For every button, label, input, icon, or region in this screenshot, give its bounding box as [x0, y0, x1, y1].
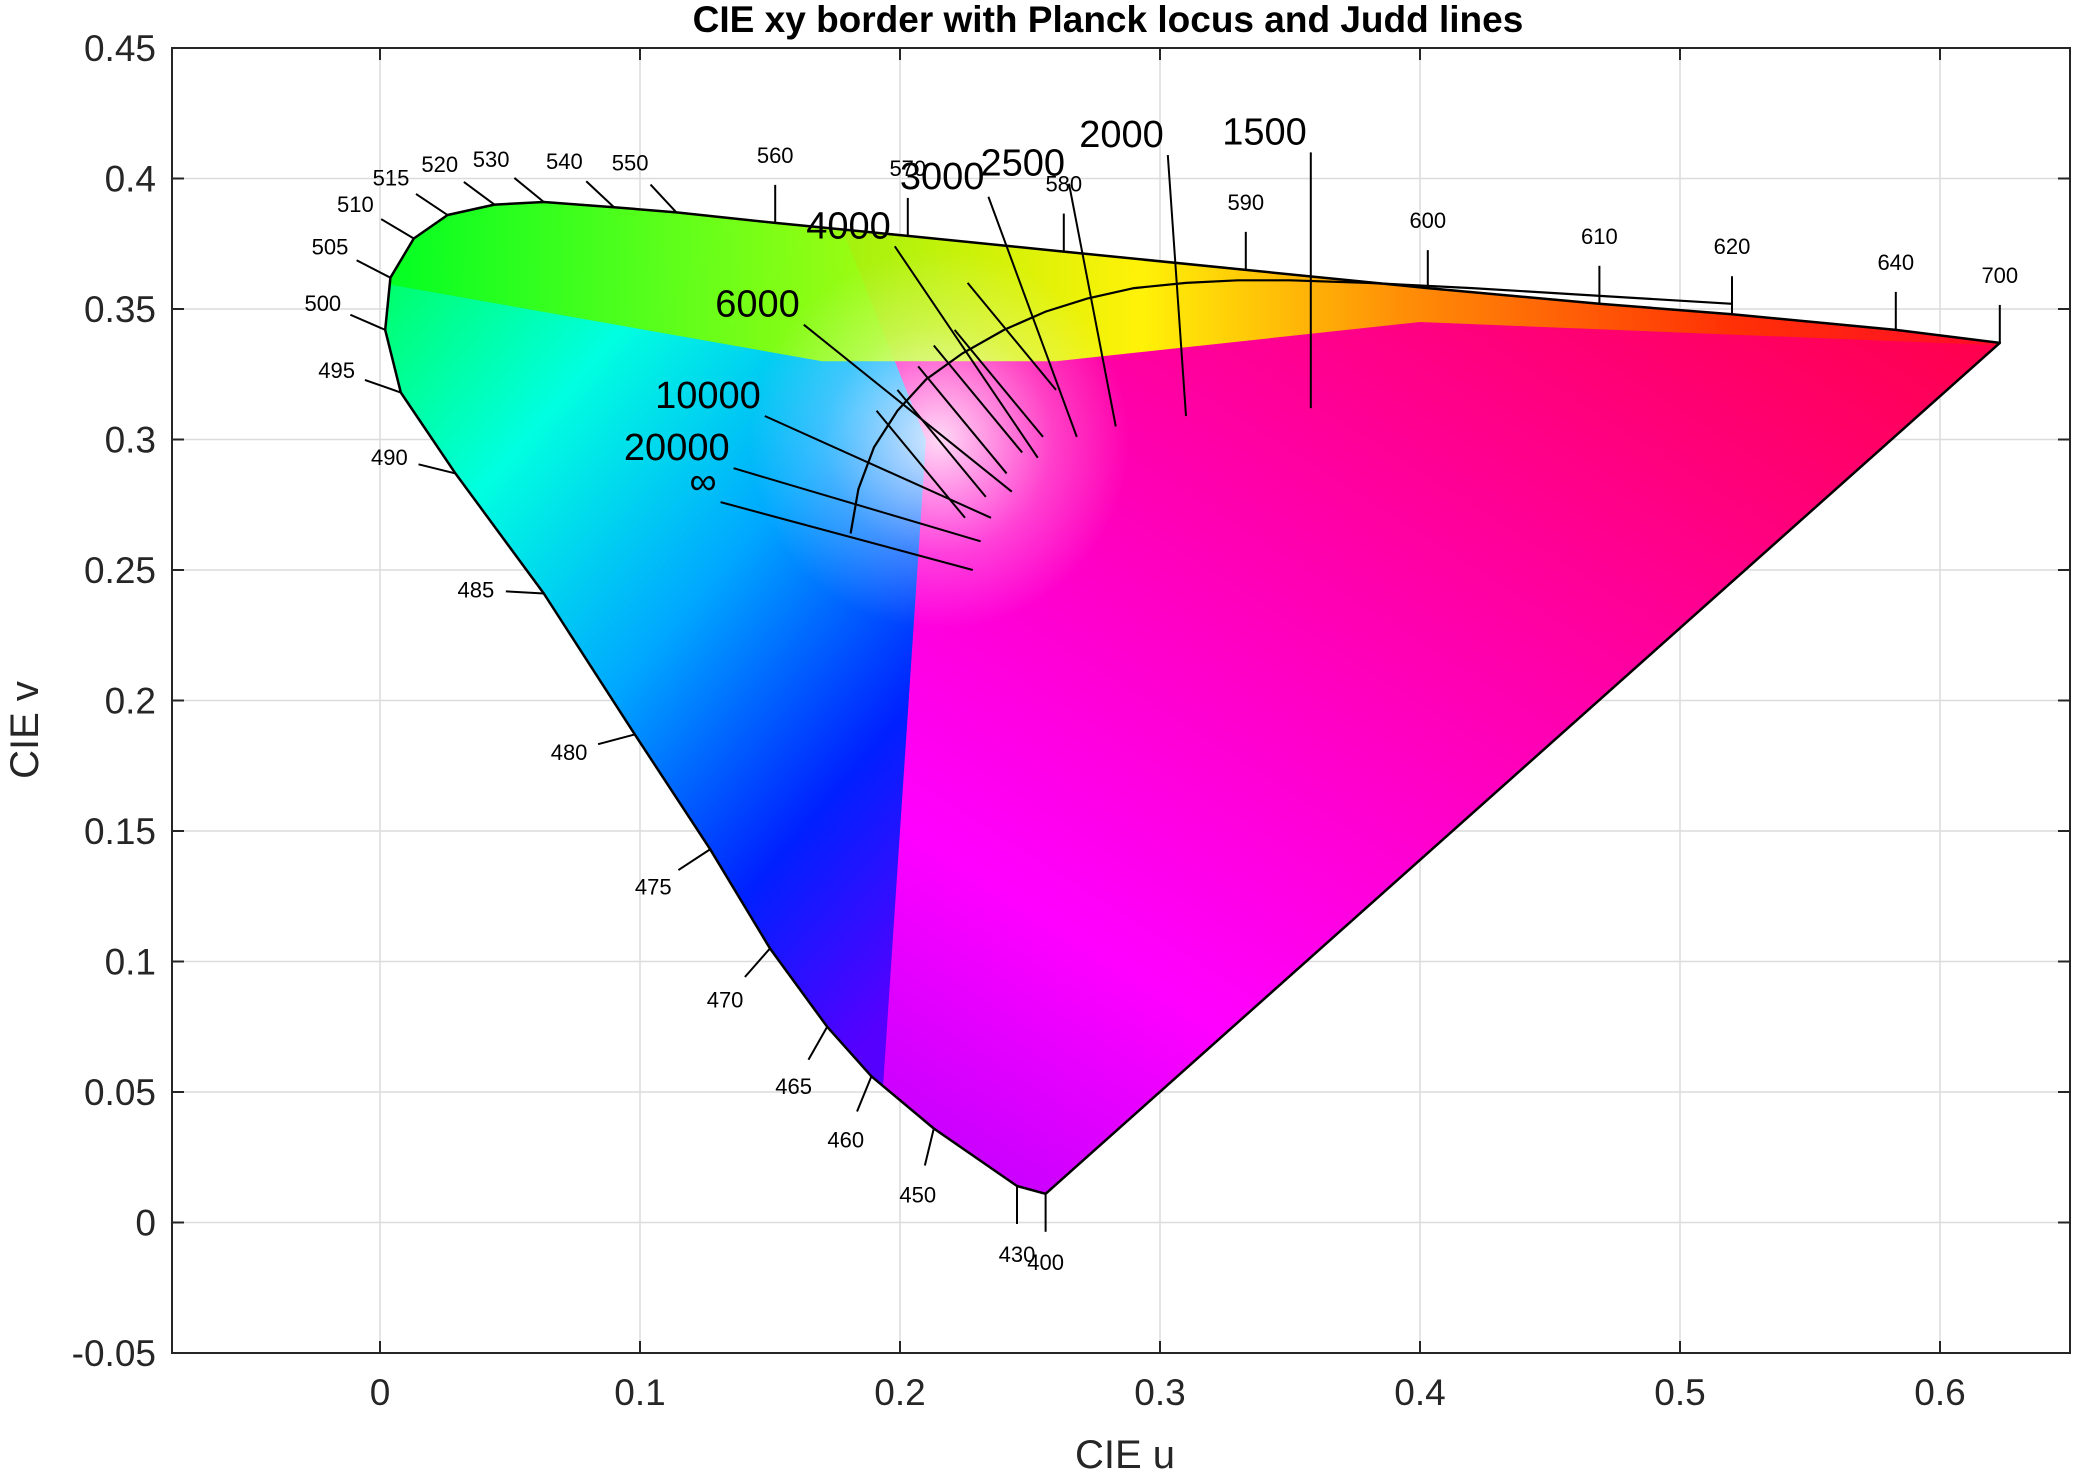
wavelength-label: 470: [707, 987, 744, 1012]
judd-line-minor: [933, 344, 1023, 454]
wavelength-tick: [356, 259, 391, 279]
wavelength-tick: [380, 218, 415, 240]
planck-locus: [849, 279, 1733, 534]
wavelength-label: 640: [1877, 250, 1914, 275]
temperature-label: 4000: [806, 205, 891, 247]
wavelength-tick: [744, 947, 771, 978]
wavelength-tick: [349, 313, 386, 331]
y-axis-ticks: -0.05 0 0.05 0.1 0.15 0.2 0.25 0.3 0.35 0.4 0.45: [72, 28, 2070, 1374]
y-tick-label: 0.1: [105, 942, 156, 983]
wavelength-label: 400: [1027, 1250, 1064, 1275]
wavelength-label: 610: [1581, 224, 1618, 249]
wavelength-label: 515: [373, 165, 410, 190]
wavelength-label: 620: [1714, 234, 1751, 259]
wavelength-label: 600: [1409, 208, 1446, 233]
wavelength-label: 700: [1981, 263, 2018, 288]
wavelength-tick: [463, 181, 495, 206]
y-axis-label: CIE v: [3, 681, 47, 779]
wavelength-label: 480: [551, 740, 588, 765]
wavelength-label: 500: [304, 291, 341, 316]
wavelength-label: 450: [899, 1183, 936, 1208]
judd-line: [764, 415, 992, 519]
wavelength-label: 510: [337, 192, 374, 217]
temperature-label: 1500: [1222, 111, 1307, 153]
wavelength-label: 485: [458, 578, 495, 603]
x-tick-label: 0.6: [1914, 1372, 1965, 1413]
judd-line: [1068, 183, 1117, 427]
wavelength-label: 560: [757, 143, 794, 168]
wavelength-tick: [649, 183, 678, 214]
wavelength-label: 570: [889, 156, 926, 181]
wavelength-tick: [513, 177, 545, 203]
x-tick-label: 0.1: [614, 1372, 665, 1413]
judd-line: [733, 467, 981, 543]
temperature-label: ∞: [690, 461, 717, 503]
temperature-label: 10000: [655, 375, 761, 417]
judd-line-minor: [917, 365, 1008, 475]
x-tick-label: 0.4: [1394, 1372, 1445, 1413]
wavelength-label: 520: [421, 152, 458, 177]
wavelength-tick: [597, 733, 636, 746]
wavelength-tick: [505, 590, 544, 595]
wavelength-label: 475: [635, 874, 672, 899]
judd-line: [803, 323, 1013, 493]
y-tick-label: 0.4: [105, 159, 156, 200]
x-tick-label: 0.5: [1654, 1372, 1705, 1413]
wavelength-label: 460: [827, 1127, 864, 1152]
temperature-label: 3000: [900, 156, 985, 198]
wavelength-label: 490: [371, 445, 408, 470]
wavelength-label: 465: [775, 1074, 812, 1099]
wavelength-tick: [677, 848, 711, 871]
wavelength-tick: [856, 1075, 873, 1112]
x-tick-label: 0.2: [874, 1372, 925, 1413]
judd-line-minor: [896, 389, 987, 498]
x-tick-label: 0: [370, 1372, 391, 1413]
y-tick-label: 0: [135, 1203, 156, 1244]
y-tick-label: 0.45: [84, 28, 156, 69]
wavelength-tick: [364, 379, 402, 394]
y-tick-label: 0.15: [84, 811, 156, 852]
y-tick-label: 0.35: [84, 289, 156, 330]
chart-title: CIE xy border with Planck locus and Judd…: [693, 0, 1524, 40]
x-axis-ticks: 0 0.1 0.2 0.3 0.4 0.5 0.6: [370, 48, 1966, 1413]
wavelength-label: 540: [546, 149, 583, 174]
wavelength-label: 430: [999, 1242, 1036, 1267]
wavelength-tick: [807, 1026, 829, 1061]
y-tick-label: 0.05: [84, 1072, 156, 1113]
y-tick-label: 0.25: [84, 550, 156, 591]
wavelength-label: 495: [318, 358, 355, 383]
x-axis-label: CIE u: [1075, 1433, 1175, 1475]
wavelength-label: 530: [473, 147, 510, 172]
wavelength-label: 505: [312, 235, 349, 260]
wavelength-label: 580: [1045, 172, 1082, 197]
x-tick-label: 0.3: [1134, 1372, 1185, 1413]
judd-line: [987, 196, 1078, 438]
y-tick-label: 0.2: [105, 681, 156, 722]
judd-line-minor: [953, 329, 1044, 438]
temperature-label: 6000: [715, 284, 800, 326]
judd-line: [893, 245, 1039, 459]
temperature-label: 2500: [980, 143, 1065, 185]
wavelength-label: 550: [612, 151, 649, 176]
temperature-label: 20000: [624, 427, 730, 469]
y-tick-label: 0.3: [105, 420, 156, 461]
y-tick-label: -0.05: [72, 1333, 156, 1374]
planck-locus-line: [849, 279, 1733, 534]
judd-line-minor: [875, 410, 966, 519]
wavelength-tick: [415, 193, 449, 216]
wavelength-tick: [418, 463, 456, 475]
wavelength-label: 590: [1227, 190, 1264, 215]
judd-line: [1166, 154, 1187, 417]
temperature-label: 2000: [1079, 114, 1164, 156]
wavelength-tick: [923, 1128, 935, 1166]
judd-line: [720, 501, 974, 571]
judd-line-minor: [966, 282, 1057, 391]
wavelength-tick: [585, 180, 615, 208]
